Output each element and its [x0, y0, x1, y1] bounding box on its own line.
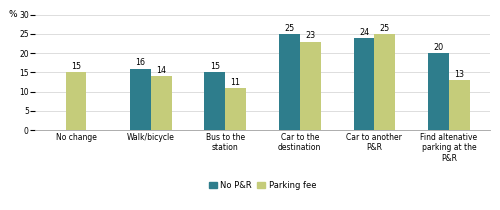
Bar [428, 53, 449, 130]
Text: 14: 14 [156, 66, 166, 75]
Text: 20: 20 [434, 43, 444, 52]
Text: 15: 15 [210, 62, 220, 71]
Text: 11: 11 [230, 78, 240, 87]
Bar [150, 76, 172, 130]
Text: 16: 16 [135, 58, 145, 67]
Bar [225, 88, 246, 130]
Text: 25: 25 [380, 24, 390, 33]
Bar [374, 34, 396, 130]
Text: 15: 15 [71, 62, 81, 71]
Text: 13: 13 [454, 70, 464, 79]
Bar [449, 80, 470, 130]
Legend: No P&R, Parking fee: No P&R, Parking fee [206, 177, 320, 193]
Bar [279, 34, 300, 130]
Text: 25: 25 [284, 24, 294, 33]
Bar [300, 42, 320, 130]
Text: 23: 23 [305, 32, 316, 41]
Bar [354, 38, 374, 130]
Bar [66, 72, 86, 130]
Y-axis label: %: % [8, 10, 17, 19]
Bar [130, 69, 150, 130]
Text: 24: 24 [359, 28, 369, 37]
Bar [204, 72, 225, 130]
